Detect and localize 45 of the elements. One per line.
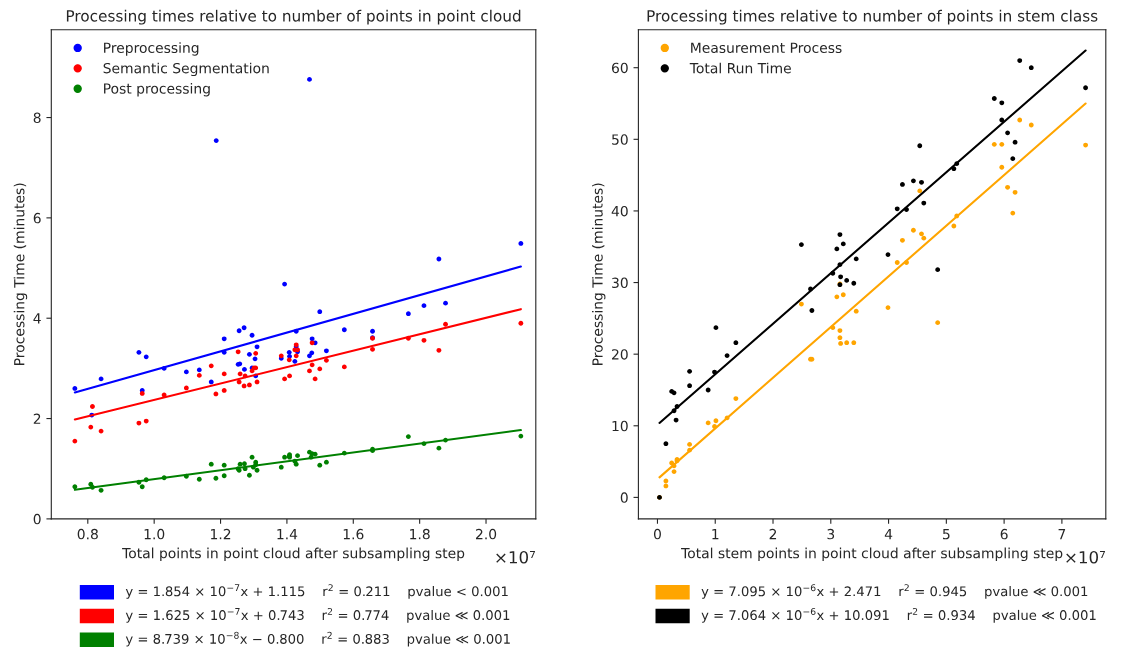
y-tick-label: 30 xyxy=(612,277,628,289)
x-tick-label: 1.6 xyxy=(343,528,364,540)
x-tick-label: 1.8 xyxy=(410,528,430,540)
y-tick-label: 20 xyxy=(612,349,628,360)
x-tick-label: 1.4 xyxy=(277,529,298,540)
y-tick-label: 6 xyxy=(33,212,41,224)
x-tick-label: 6 xyxy=(1000,528,1008,540)
x-tick-label: 1.0 xyxy=(144,528,165,540)
x-tick-label: 2.0 xyxy=(476,528,497,540)
y-axis-title: Processing Time (minutes) xyxy=(13,183,28,365)
x-tick-label: 0 xyxy=(653,528,661,540)
text: y = 1.854 × 10$^{−7}$x + 1.115 r$^{2}$ = 0.211 pvalue < 0.001 xyxy=(125,584,508,599)
legend-label: Post processing xyxy=(104,83,210,97)
text: y = 8.739 × 10$^{−8}$x − 0.800 r$^{2}$ = 0.883 pvalue ≪ 0.001 xyxy=(125,631,510,647)
y-tick-label: 0 xyxy=(620,492,628,503)
legend-label: Total Run Time xyxy=(689,62,791,74)
chart-title: Processing times relative to number of points in stem class xyxy=(647,9,1098,25)
x-axis-title: Total points in point cloud after subsampling step xyxy=(122,547,465,562)
legend-label: Semantic Segmentation xyxy=(103,62,269,77)
text: y = 7.095 × 10$^{−6}$x + 2.471 r$^{2}$ = 0.945 pvalue ≪ 0.001 xyxy=(701,584,1088,599)
chart-title: Processing times relative to number of points in point cloud xyxy=(66,9,521,25)
text: y = 7.064 × 10$^{−6}$x + 10.091 r$^{2}$ = 0.934 pvalue ≪ 0.001 xyxy=(701,608,1096,623)
x-tick-label: 4 xyxy=(884,529,893,540)
legend-label: Measurement Process xyxy=(691,42,842,53)
y-axis-title: Processing Time (minutes) xyxy=(592,183,606,365)
y-tick-label: 50 xyxy=(612,134,628,145)
x-axis-title: Total stem points in point cloud after subsampling step xyxy=(681,547,1063,562)
x-tick-label: 0.8 xyxy=(77,528,98,540)
y-tick-label: 4 xyxy=(33,313,41,324)
x-tick-label: 5 xyxy=(942,529,950,540)
y-tick-label: 40 xyxy=(611,205,628,217)
x-tick-label: 3 xyxy=(827,528,835,540)
y-tick-label: 2 xyxy=(33,413,41,424)
x-tick-label: 7 xyxy=(1058,529,1066,540)
legend-label: Preprocessing xyxy=(104,42,199,56)
y-tick-label: 8 xyxy=(33,112,41,124)
x-tick-label: 2 xyxy=(769,528,777,540)
y-tick-label: 10 xyxy=(612,420,628,432)
y-tick-label: 60 xyxy=(611,62,628,74)
text: ×10⁷ xyxy=(1066,550,1106,564)
text: y = 1.625 × 10$^{−7}$x + 0.743 r$^{2}$ = 0.774 pvalue ≪ 0.001 xyxy=(125,608,510,623)
text: ×10⁷ xyxy=(496,550,536,564)
x-tick-label: 1.2 xyxy=(211,528,231,540)
x-tick-label: 1 xyxy=(712,529,719,540)
y-tick-label: 0 xyxy=(33,513,41,525)
